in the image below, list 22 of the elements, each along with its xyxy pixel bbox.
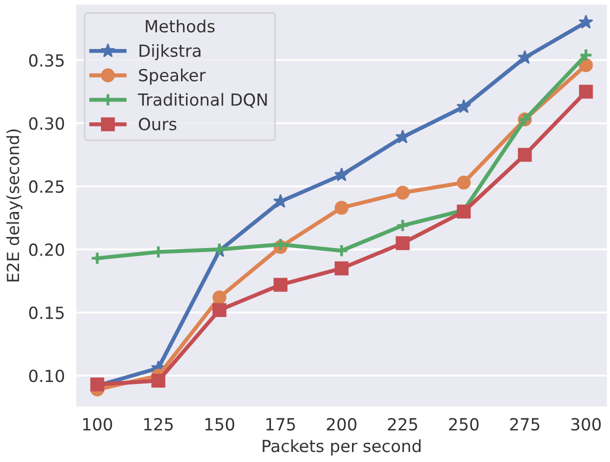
x-axis-title: Packets per second — [262, 439, 421, 456]
x-tick-label: 300 — [571, 418, 601, 431]
x-tick-label: 250 — [449, 418, 479, 431]
y-tick-label: 0.25 — [29, 180, 64, 193]
y-axis-title: E2E delay(second) — [6, 130, 22, 282]
y-tick-label: 0.20 — [29, 243, 64, 256]
x-tick-label: 125 — [144, 418, 173, 431]
x-tick-label: 150 — [205, 418, 234, 431]
y-tick-label: 0.35 — [29, 54, 64, 67]
legend-label: Speaker — [139, 68, 206, 85]
legend-label: Dijkstra — [140, 44, 200, 60]
x-tick-label: 200 — [326, 418, 356, 431]
x-tick-label: 175 — [266, 418, 295, 431]
x-tick-label: 275 — [510, 418, 540, 431]
legend-label: Ours — [138, 118, 176, 130]
legend-label: Traditional DQN — [138, 93, 267, 108]
y-tick-label: 0.15 — [29, 306, 64, 320]
y-tick-label: 0.10 — [29, 370, 64, 382]
x-tick-label: 100 — [83, 418, 112, 431]
legend-title: Methods — [146, 20, 215, 33]
y-tick-label: 0.30 — [29, 117, 64, 130]
x-tick-label: 225 — [388, 418, 418, 431]
